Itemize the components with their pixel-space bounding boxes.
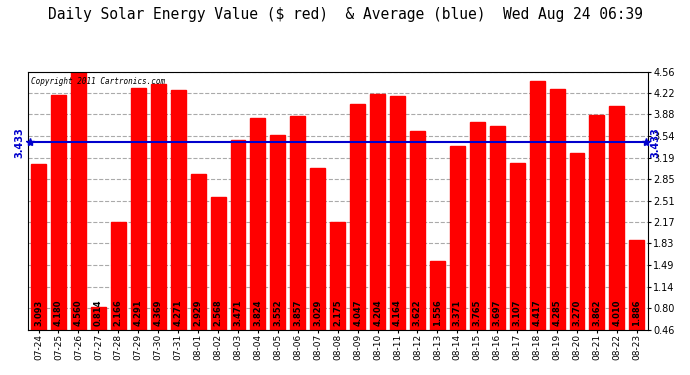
Text: 3.433: 3.433: [14, 127, 25, 158]
Bar: [230, 140, 246, 358]
Bar: [91, 307, 106, 358]
Bar: [170, 90, 186, 358]
Text: 3.552: 3.552: [273, 300, 282, 326]
Text: 4.271: 4.271: [174, 300, 183, 326]
Bar: [550, 89, 564, 358]
Text: 4.047: 4.047: [353, 300, 362, 326]
Text: 3.622: 3.622: [413, 300, 422, 326]
Text: 3.270: 3.270: [573, 300, 582, 326]
Bar: [31, 164, 46, 358]
Text: 2.166: 2.166: [114, 300, 123, 326]
Bar: [131, 88, 146, 358]
Bar: [310, 168, 325, 358]
Text: 3.093: 3.093: [34, 300, 43, 326]
Text: 4.180: 4.180: [54, 300, 63, 326]
Text: 3.471: 3.471: [233, 300, 242, 326]
Text: 4.291: 4.291: [134, 300, 143, 326]
Text: Copyright 2011 Cartronics.com: Copyright 2011 Cartronics.com: [30, 76, 165, 86]
Text: 3.107: 3.107: [513, 300, 522, 326]
Bar: [71, 72, 86, 358]
Bar: [210, 197, 226, 358]
Bar: [290, 116, 305, 358]
Text: 4.560: 4.560: [74, 300, 83, 326]
Bar: [450, 146, 465, 358]
Text: 2.568: 2.568: [213, 300, 223, 326]
Text: 1.886: 1.886: [632, 300, 641, 326]
Text: 3.029: 3.029: [313, 300, 322, 326]
Text: 4.369: 4.369: [154, 300, 163, 326]
Bar: [350, 104, 365, 358]
Text: 4.417: 4.417: [533, 300, 542, 326]
Bar: [190, 174, 206, 358]
Bar: [250, 118, 266, 358]
Text: 4.285: 4.285: [553, 300, 562, 326]
Bar: [629, 240, 644, 358]
Text: 3.765: 3.765: [473, 300, 482, 326]
Text: 4.164: 4.164: [393, 300, 402, 326]
Bar: [111, 222, 126, 358]
Text: 3.697: 3.697: [493, 300, 502, 326]
Text: 4.204: 4.204: [373, 300, 382, 326]
Text: 3.433: 3.433: [651, 127, 661, 158]
Text: 0.814: 0.814: [94, 300, 103, 326]
Bar: [390, 96, 405, 358]
Text: 4.010: 4.010: [613, 300, 622, 326]
Bar: [510, 163, 524, 358]
Text: Daily Solar Energy Value ($ red)  & Average (blue)  Wed Aug 24 06:39: Daily Solar Energy Value ($ red) & Avera…: [48, 8, 642, 22]
Text: 3.857: 3.857: [293, 300, 302, 326]
Bar: [430, 261, 445, 358]
Text: 2.175: 2.175: [333, 300, 342, 326]
Bar: [470, 122, 485, 358]
Text: 2.929: 2.929: [194, 300, 203, 326]
Text: 3.371: 3.371: [453, 300, 462, 326]
Bar: [410, 130, 425, 358]
Bar: [589, 116, 604, 358]
Bar: [331, 222, 345, 358]
Text: 3.862: 3.862: [593, 300, 602, 326]
Bar: [569, 153, 584, 358]
Text: 3.824: 3.824: [253, 300, 262, 326]
Bar: [530, 81, 544, 358]
Bar: [270, 135, 286, 358]
Bar: [490, 126, 504, 358]
Bar: [150, 84, 166, 358]
Bar: [51, 95, 66, 358]
Text: 1.556: 1.556: [433, 300, 442, 326]
Bar: [370, 94, 385, 358]
Bar: [609, 106, 624, 358]
